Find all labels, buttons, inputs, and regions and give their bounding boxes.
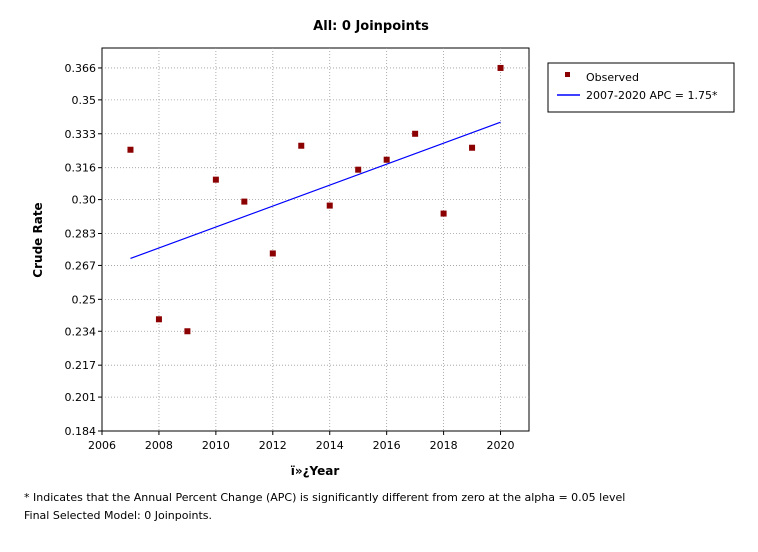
observed-point bbox=[383, 156, 390, 163]
x-tick-label: 2018 bbox=[430, 439, 458, 452]
observed-point bbox=[127, 146, 134, 153]
observed-point bbox=[355, 166, 362, 173]
observed-point bbox=[440, 210, 447, 217]
y-tick-label: 0.217 bbox=[65, 359, 97, 372]
y-tick-label: 0.234 bbox=[65, 325, 97, 338]
observed-point bbox=[269, 250, 276, 257]
observed-point bbox=[241, 198, 248, 205]
footnote-apc: * Indicates that the Annual Percent Chan… bbox=[24, 491, 626, 504]
trend-line-layer bbox=[130, 121, 501, 260]
x-tick-label: 2006 bbox=[88, 439, 116, 452]
observed-points bbox=[127, 64, 504, 335]
y-tick-label: 0.267 bbox=[65, 259, 97, 272]
axis-ticks: 2006 2008 2010 2012 2014 2016 2018 2020 0.366 0.3… bbox=[65, 62, 515, 452]
observed-point bbox=[326, 202, 333, 209]
legend-trend-label: 2007-2020 APC = 1.75* bbox=[586, 89, 718, 102]
observed-point bbox=[184, 328, 191, 335]
footnote-model: Final Selected Model: 0 Joinpoints. bbox=[24, 509, 213, 522]
y-tick-label: 0.201 bbox=[65, 391, 97, 404]
legend: Observed 2007-2020 APC = 1.75* bbox=[547, 62, 735, 113]
y-tick-label: 0.30 bbox=[72, 194, 97, 207]
x-tick-label: 2016 bbox=[373, 439, 401, 452]
y-tick-label: 0.184 bbox=[65, 425, 97, 438]
x-axis-title: ï»¿Year bbox=[291, 464, 340, 478]
legend-observed-label: Observed bbox=[586, 71, 639, 84]
y-tick-label: 0.25 bbox=[72, 293, 97, 306]
y-axis-title: Crude Rate bbox=[31, 202, 45, 277]
y-tick-label: 0.333 bbox=[65, 128, 97, 141]
y-tick-label: 0.35 bbox=[72, 94, 97, 107]
plot-area bbox=[101, 47, 530, 432]
observed-point bbox=[469, 144, 476, 151]
grid bbox=[102, 48, 529, 431]
observed-point bbox=[412, 130, 419, 137]
x-tick-label: 2020 bbox=[487, 439, 515, 452]
x-tick-label: 2012 bbox=[259, 439, 287, 452]
y-tick-label: 0.366 bbox=[65, 62, 97, 75]
y-tick-label: 0.316 bbox=[65, 162, 97, 175]
x-tick-label: 2008 bbox=[145, 439, 173, 452]
observed-point bbox=[155, 316, 162, 323]
observed-point bbox=[497, 64, 504, 71]
chart-title: All: 0 Joinpoints bbox=[313, 19, 429, 34]
observed-point bbox=[298, 142, 305, 149]
legend-box bbox=[547, 62, 735, 113]
legend-observed-marker bbox=[565, 72, 570, 77]
x-tick-label: 2014 bbox=[316, 439, 344, 452]
x-tick-label: 2010 bbox=[202, 439, 230, 452]
observed-point bbox=[212, 176, 219, 183]
apc-trend-line bbox=[130, 121, 501, 260]
y-tick-label: 0.283 bbox=[65, 228, 97, 241]
